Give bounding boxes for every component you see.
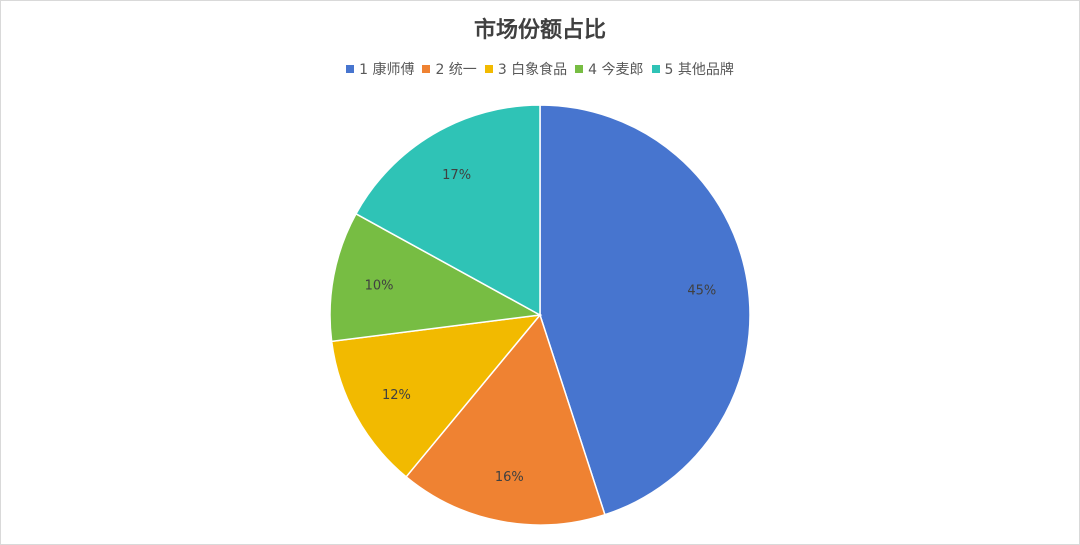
legend-swatch [651, 65, 660, 73]
legend-swatch [346, 65, 355, 73]
legend-label: 5 其他品牌 [664, 62, 734, 78]
pie-slice [329, 212, 543, 343]
chart-title: 市场份额占比 [473, 18, 606, 43]
legend-swatch [575, 65, 584, 73]
legend-swatch [484, 65, 493, 73]
data-label: 45% [687, 283, 716, 298]
legend-item: 1 康师傅 [346, 59, 414, 79]
pie-slice [539, 104, 751, 516]
legend-label: 4 今麦郎 [588, 62, 644, 78]
legend-label: 3 白象食品 [497, 62, 568, 78]
legend-item: 3 白象食品 [484, 59, 568, 79]
legend-item: 4 今麦郎 [575, 59, 644, 79]
legend-swatch [422, 65, 431, 73]
pie-slice [354, 104, 541, 317]
data-label: 16% [495, 470, 524, 485]
pie-slice [330, 314, 542, 478]
legend: 1 康师傅 2 统一 3 白象食品 4 今麦郎 5 其他品牌 [0, 59, 1080, 79]
legend-label: 2 统一 [435, 62, 477, 78]
data-label: 12% [382, 388, 411, 403]
legend-item: 5 其他品牌 [651, 59, 734, 79]
legend-item: 2 统一 [422, 59, 477, 79]
pie-slice [405, 313, 606, 526]
data-label: 17% [442, 168, 471, 183]
legend-label: 1 康师傅 [359, 62, 415, 78]
data-label: 10% [365, 278, 394, 293]
